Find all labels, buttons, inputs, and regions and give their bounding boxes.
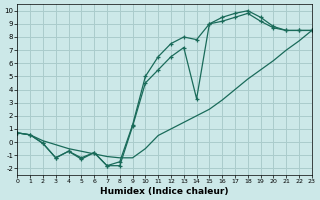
X-axis label: Humidex (Indice chaleur): Humidex (Indice chaleur) — [100, 187, 229, 196]
